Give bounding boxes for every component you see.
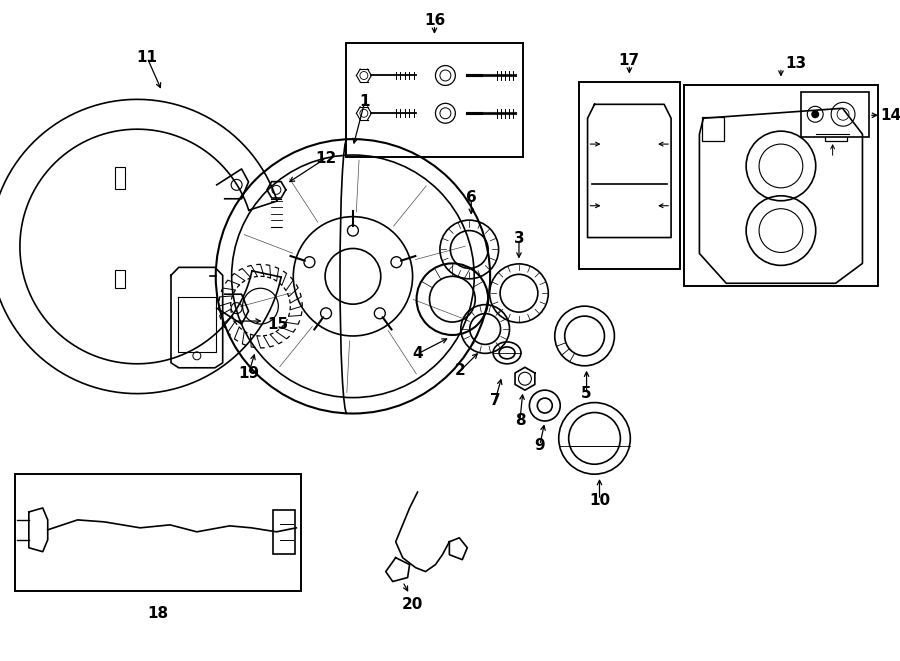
Text: 13: 13 <box>786 56 806 71</box>
Text: 3: 3 <box>514 231 525 246</box>
Text: 5: 5 <box>581 386 592 401</box>
Text: 10: 10 <box>589 492 610 508</box>
Circle shape <box>374 308 385 319</box>
Text: 7: 7 <box>490 393 500 408</box>
Circle shape <box>391 256 402 268</box>
Circle shape <box>347 225 358 236</box>
Bar <box>801 93 868 137</box>
Bar <box>115 270 125 288</box>
Bar <box>346 43 523 157</box>
Text: 16: 16 <box>424 13 446 28</box>
Circle shape <box>320 308 331 319</box>
Text: 14: 14 <box>880 108 900 123</box>
Text: 8: 8 <box>515 413 526 428</box>
Bar <box>15 474 302 592</box>
Text: 20: 20 <box>402 597 423 612</box>
Circle shape <box>304 256 315 268</box>
Text: 2: 2 <box>454 364 465 378</box>
Bar <box>579 83 680 270</box>
Text: 12: 12 <box>316 151 337 165</box>
Bar <box>824 117 847 141</box>
Text: 15: 15 <box>266 317 288 332</box>
Bar <box>115 167 125 189</box>
Text: 9: 9 <box>535 438 545 453</box>
Text: 4: 4 <box>412 346 423 362</box>
Text: 11: 11 <box>137 50 157 65</box>
Bar <box>274 510 295 554</box>
Bar <box>684 85 878 286</box>
Text: 18: 18 <box>148 606 168 621</box>
Bar <box>702 117 724 141</box>
Text: 17: 17 <box>619 53 640 68</box>
Circle shape <box>811 110 819 118</box>
Text: 19: 19 <box>238 366 259 381</box>
Text: 6: 6 <box>466 190 477 206</box>
Text: 1: 1 <box>360 94 370 109</box>
